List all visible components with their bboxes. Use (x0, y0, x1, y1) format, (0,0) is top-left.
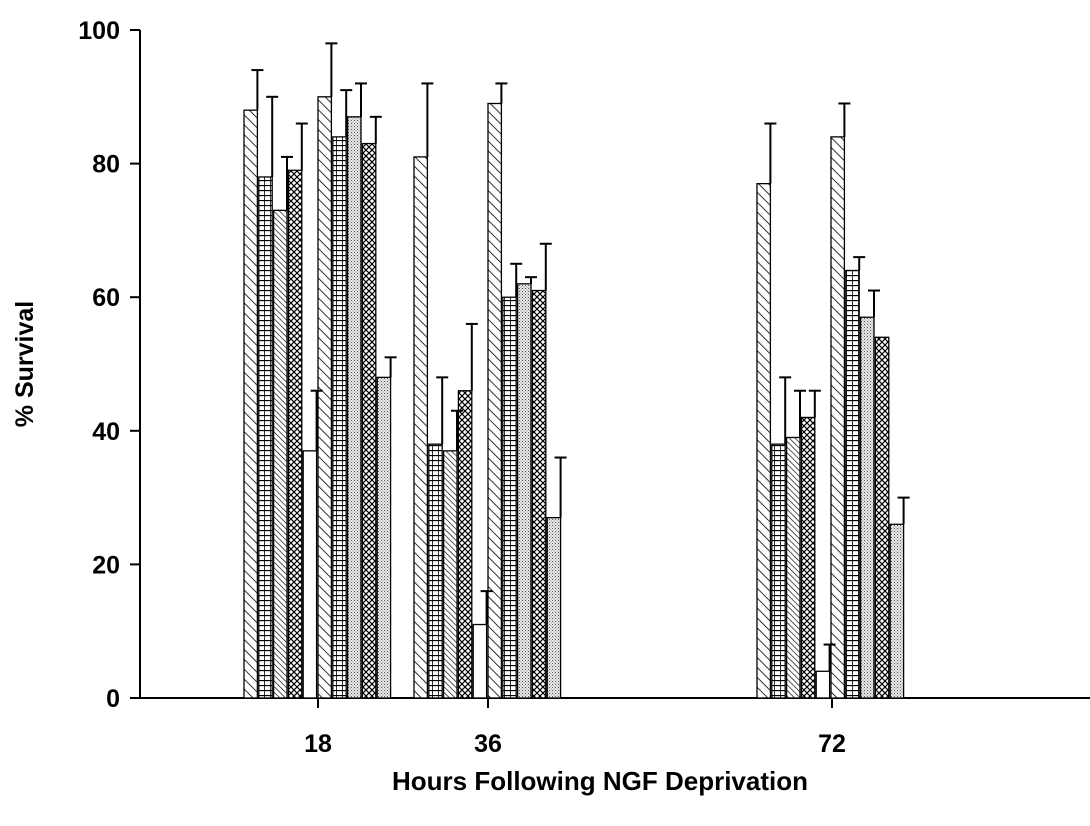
bar-72h-8 (859, 316, 875, 699)
bar-72h-5 (815, 670, 831, 699)
bar-18h-1 (243, 109, 259, 699)
bar-72h-1 (756, 182, 772, 699)
bar-18h-2 (258, 176, 273, 699)
bars (243, 96, 905, 699)
x-tick-label: 72 (818, 730, 846, 758)
bar-18h-4 (287, 169, 303, 699)
error-bars (251, 42, 910, 672)
bar-72h-7 (845, 269, 860, 699)
y-tick-label: 80 (92, 151, 120, 179)
y-tick-label: 20 (92, 551, 120, 579)
bar-36h-3 (442, 450, 458, 699)
x-ticks: 18 36 72 (304, 698, 846, 758)
bar-18h-8 (346, 116, 362, 699)
y-ticks: 0 20 40 60 80 100 (78, 17, 140, 713)
x-axis-label: Hours Following NGF Deprivation (392, 766, 808, 796)
bar-72h-9 (874, 336, 890, 699)
bar-18h-5 (302, 450, 318, 699)
bar-36h-6 (487, 102, 503, 699)
bar-36h-4 (457, 390, 473, 699)
bar-36h-5 (472, 623, 488, 699)
bar-18h-3 (272, 209, 288, 699)
bar-18h-7 (332, 136, 347, 699)
bar-36h-7 (502, 296, 517, 699)
bar-72h-10 (889, 523, 905, 699)
bar-36h-10 (546, 516, 562, 699)
bar-18h-9 (361, 142, 377, 699)
bar-36h-8 (516, 283, 532, 699)
bar-18h-6 (317, 96, 333, 699)
bar-72h-3 (785, 436, 801, 699)
x-tick-label: 36 (474, 730, 502, 758)
bar-36h-1 (413, 156, 429, 699)
bar-36h-9 (531, 289, 547, 699)
bar-72h-4 (800, 416, 816, 699)
y-tick-label: 100 (78, 17, 120, 45)
y-tick-label: 40 (92, 418, 120, 446)
y-tick-label: 0 (106, 685, 120, 713)
y-tick-label: 60 (92, 284, 120, 312)
bar-72h-6 (830, 136, 846, 699)
y-axis-label: % Survival (11, 301, 39, 427)
bar-36h-2 (428, 443, 443, 699)
x-tick-label: 18 (304, 730, 332, 758)
bar-72h-2 (771, 443, 786, 699)
bar-18h-10 (376, 376, 392, 699)
